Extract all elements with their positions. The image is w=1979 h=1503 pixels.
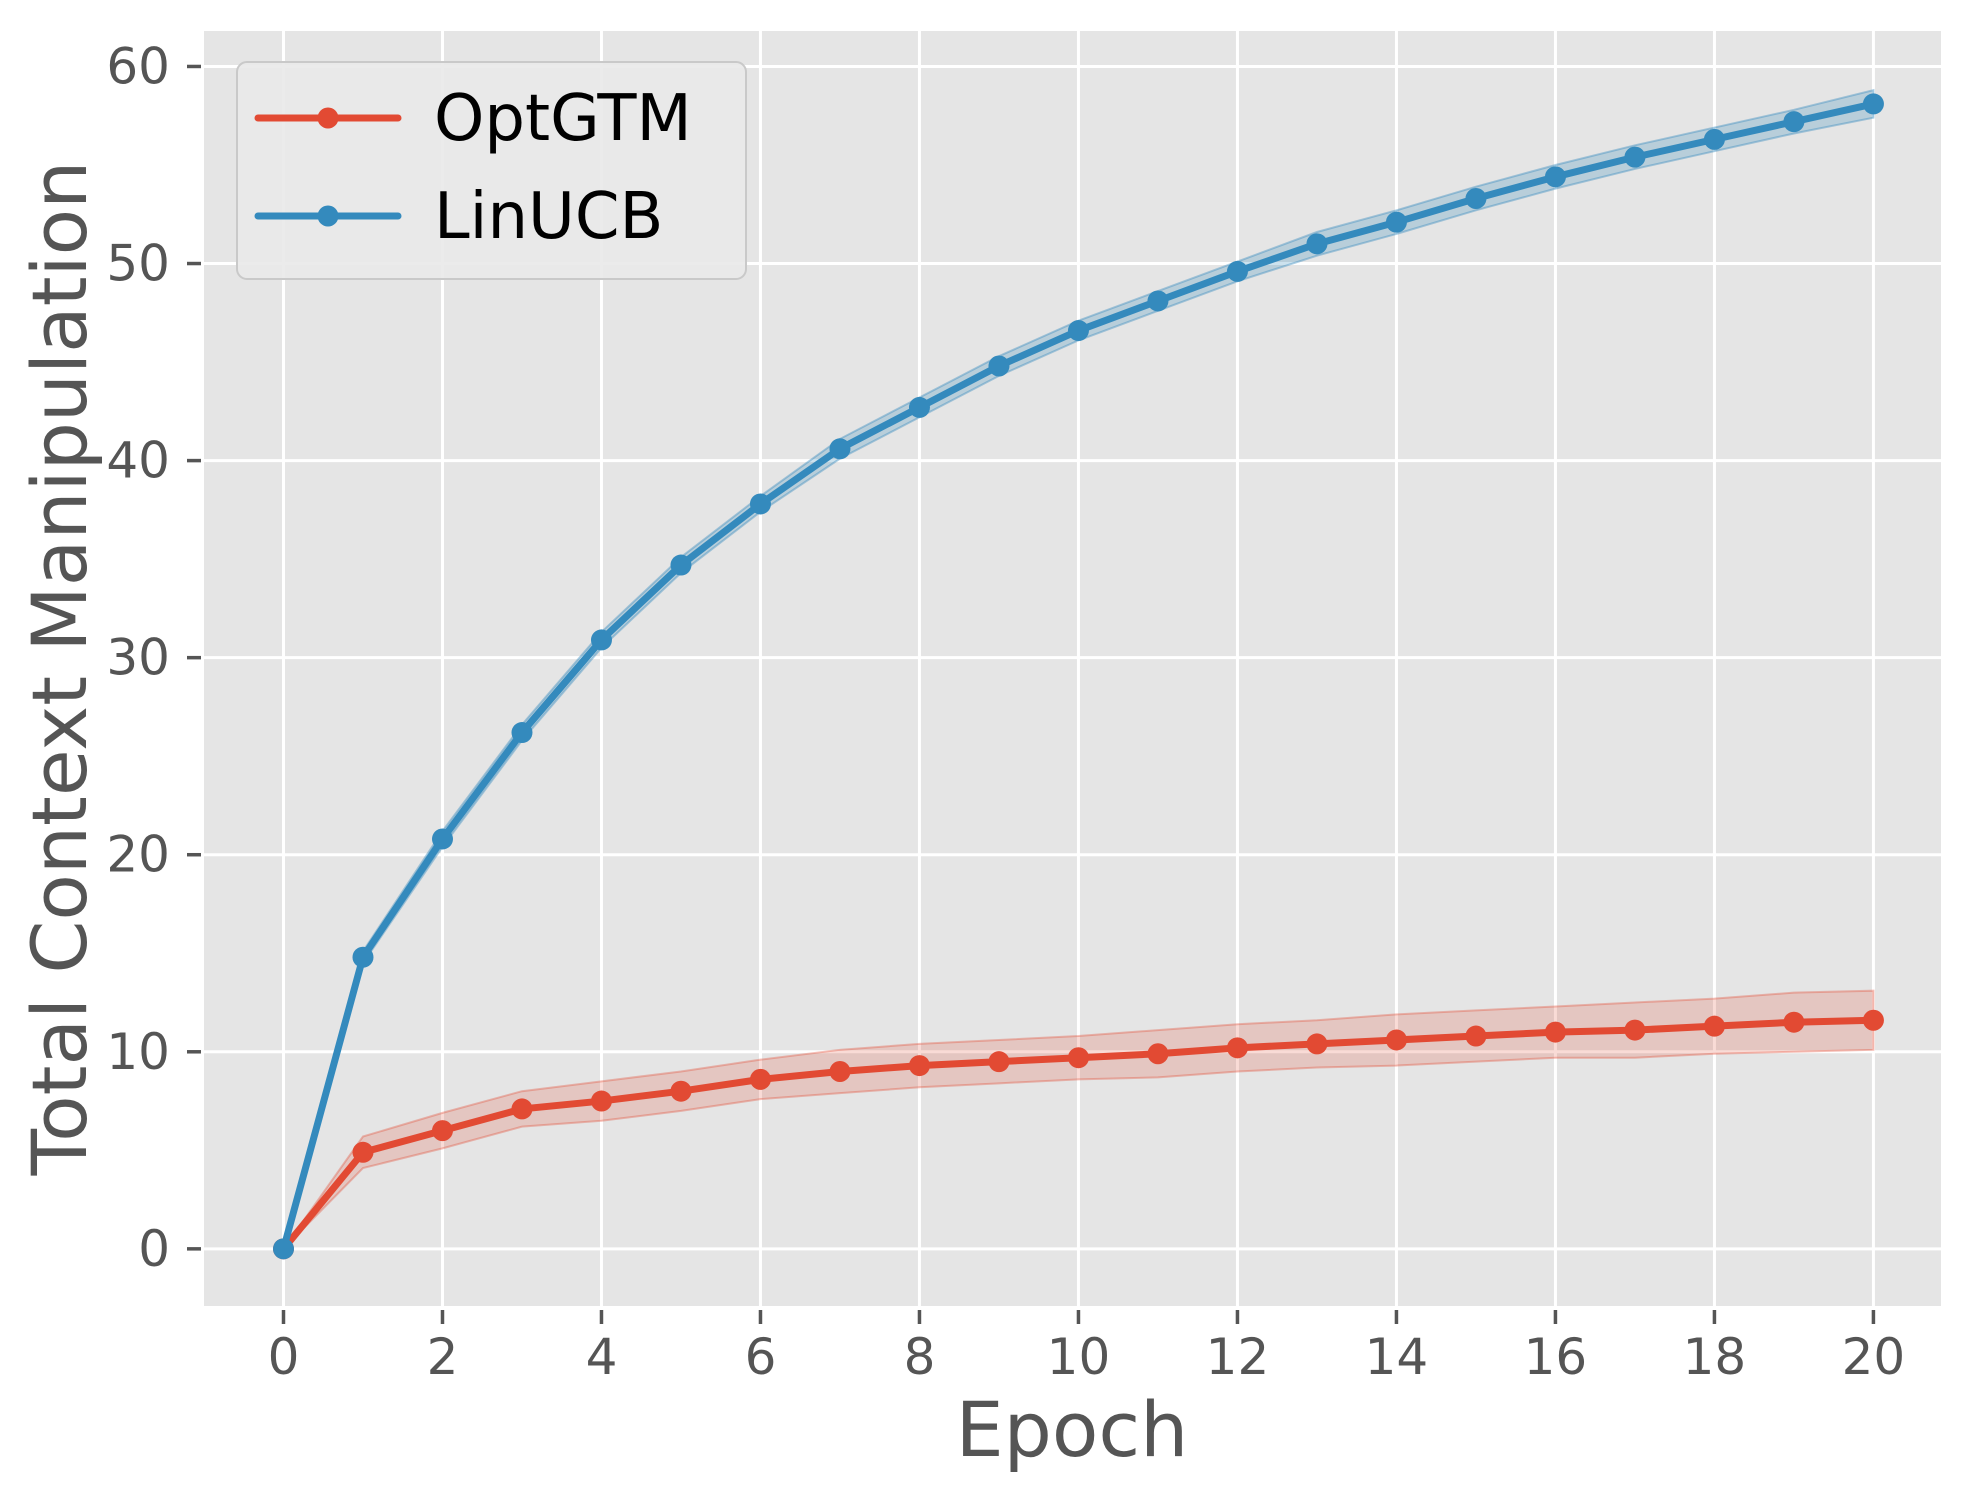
optgtm-marker: [829, 1060, 851, 1082]
optgtm-marker: [1385, 1029, 1407, 1051]
y-tick-label: 10: [106, 1023, 170, 1081]
linucb-marker: [431, 828, 453, 850]
y-tick-label: 20: [106, 826, 170, 884]
linucb-marker: [749, 493, 771, 515]
x-tick-label: 18: [1683, 1328, 1747, 1386]
linucb-marker: [1465, 188, 1487, 210]
optgtm-marker: [1703, 1015, 1725, 1037]
x-tick-label: 8: [904, 1328, 936, 1386]
linucb-marker: [1544, 166, 1566, 188]
optgtm-marker: [1067, 1047, 1089, 1069]
linucb-marker: [1385, 211, 1407, 233]
x-tick-label: 20: [1842, 1328, 1906, 1386]
linucb-marker: [908, 396, 930, 418]
tick-label-layer: 0 2 4 6 8 10 12 14 16 18 20 0 10 20 30 40 50 60: [106, 37, 1905, 1386]
linucb-marker: [511, 722, 533, 744]
x-tick-label: 16: [1524, 1328, 1588, 1386]
optgtm-marker: [590, 1090, 612, 1112]
linucb-marker: [1306, 233, 1328, 255]
optgtm-marker: [431, 1120, 453, 1142]
linucb-marker: [1067, 320, 1089, 342]
optgtm-marker: [988, 1051, 1010, 1073]
legend: OptGTM LinUCB: [236, 61, 747, 280]
y-tick-label: 0: [138, 1220, 170, 1278]
legend-linucb-marker-sample: [317, 205, 339, 227]
optgtm-marker: [1306, 1033, 1328, 1055]
x-tick-label: 6: [745, 1328, 777, 1386]
y-tick-label: 60: [106, 37, 170, 95]
optgtm-marker: [1147, 1043, 1169, 1065]
linucb-marker: [829, 438, 851, 460]
legend-label-linucb: LinUCB: [434, 180, 663, 254]
linucb-marker: [1147, 290, 1169, 312]
linucb-marker: [988, 355, 1010, 377]
y-tick-label: 50: [106, 235, 170, 293]
x-tick-label: 0: [268, 1328, 300, 1386]
x-tick-label: 4: [586, 1328, 618, 1386]
series-line-layer: [272, 93, 1884, 1260]
legend-label-optgtm: OptGTM: [434, 82, 692, 156]
linucb-marker: [670, 554, 692, 576]
x-axis-label: Epoch: [956, 1385, 1189, 1474]
optgtm-marker: [1862, 1009, 1884, 1031]
optgtm-marker: [1624, 1019, 1646, 1041]
optgtm-marker: [749, 1068, 771, 1090]
optgtm-marker: [1783, 1011, 1805, 1033]
optgtm-marker: [511, 1098, 533, 1120]
optgtm-marker: [908, 1055, 930, 1077]
optgtm-marker: [1544, 1021, 1566, 1043]
linucb-marker: [1862, 93, 1884, 115]
x-tick-label: 2: [427, 1328, 459, 1386]
optgtm-marker: [352, 1141, 374, 1163]
linucb-marker: [1226, 260, 1248, 282]
optgtm-marker: [670, 1080, 692, 1102]
linucb-marker: [352, 946, 374, 968]
linucb-marker: [1783, 111, 1805, 133]
x-tick-label: 10: [1047, 1328, 1111, 1386]
linucb-marker: [272, 1238, 294, 1260]
optgtm-marker: [1226, 1037, 1248, 1059]
y-axis-label: Total Context Manipulation: [15, 161, 104, 1177]
axis-tick-layer: [187, 64, 1876, 1324]
y-tick-label: 30: [106, 629, 170, 687]
linucb-marker: [590, 629, 612, 651]
x-tick-label: 12: [1206, 1328, 1270, 1386]
y-tick-label: 40: [106, 432, 170, 490]
optgtm-marker: [1465, 1025, 1487, 1047]
legend-optgtm-marker-sample: [317, 107, 339, 129]
linucb-marker: [1624, 146, 1646, 168]
x-tick-label: 14: [1365, 1328, 1429, 1386]
linucb-marker: [1703, 128, 1725, 150]
